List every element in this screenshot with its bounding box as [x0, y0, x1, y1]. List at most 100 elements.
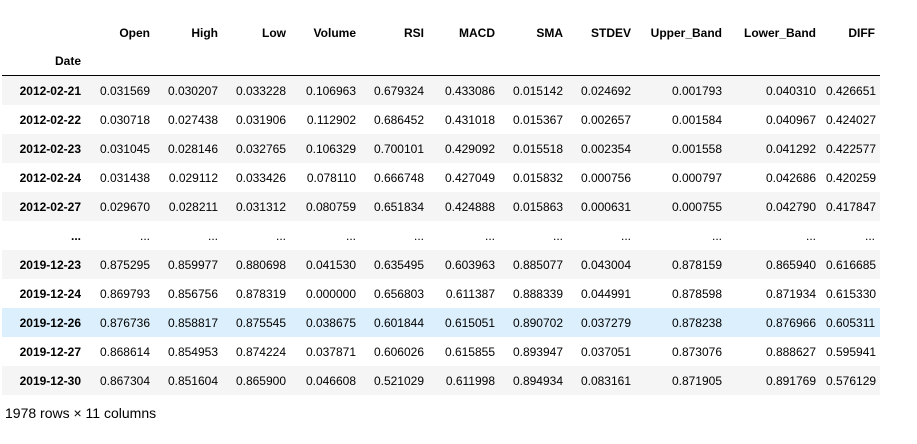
table-cell: 0.042790 — [765, 199, 816, 214]
table-cell: ... — [484, 228, 495, 243]
dataframe-output: Open High Low Volume RSI MACD SMA STDEV … — [2, 18, 880, 421]
column-header: Volume — [313, 25, 356, 40]
table-cell: 0.611998 — [445, 373, 495, 388]
table-row: 2019-12-30 0.867304 0.851604 0.865900 0.0466… — [2, 366, 880, 395]
table-cell: 0.038675 — [305, 315, 356, 330]
table-cell: 0.037051 — [580, 344, 631, 359]
index-name-row: Date — [2, 47, 880, 76]
table-cell: 0.029670 — [99, 199, 150, 214]
row-index-date: 2012-02-21 — [19, 83, 81, 98]
table-cell: 0.033426 — [235, 170, 286, 185]
table-cell: 0.869793 — [99, 286, 150, 301]
table-cell: 0.424027 — [826, 112, 877, 127]
table-cell: 0.112902 — [306, 112, 356, 127]
table-cell: 0.656803 — [373, 286, 424, 301]
column-header-row: Open High Low Volume RSI MACD SMA STDEV … — [2, 18, 880, 47]
table-row: 2019-12-23 0.875295 0.859977 0.880698 0.0415… — [2, 250, 880, 279]
table-cell: 0.893947 — [512, 344, 563, 359]
table-cell: 0.595941 — [826, 344, 877, 359]
table-cell: 0.875295 — [99, 257, 150, 272]
table-cell: 0.878319 — [235, 286, 286, 301]
table-cell: 0.031438 — [99, 170, 150, 185]
table-cell: 0.000631 — [580, 199, 631, 214]
table-cell: 0.867304 — [99, 373, 150, 388]
column-header: MACD — [459, 25, 495, 40]
row-index-date: 2019-12-24 — [19, 286, 81, 301]
table-cell: ... — [805, 228, 816, 243]
table-cell: 0.030207 — [167, 83, 218, 98]
table-cell: 0.029112 — [168, 170, 218, 185]
column-header: SMA — [536, 25, 563, 40]
table-cell: ... — [620, 228, 631, 243]
column-header: Upper_Band — [650, 25, 722, 40]
table-cell: 0.875545 — [235, 315, 286, 330]
table-cell: 0.037871 — [305, 344, 356, 359]
table-cell: ... — [207, 228, 218, 243]
table-cell: 0.878159 — [671, 257, 722, 272]
table-cell: 0.686452 — [373, 112, 424, 127]
table-cell: 0.037279 — [580, 315, 631, 330]
column-header: RSI — [403, 25, 424, 40]
table-cell: 0.106963 — [305, 83, 356, 98]
table-cell: 0.605311 — [826, 315, 876, 330]
table-cell: 0.002657 — [580, 112, 631, 127]
table-cell: 0.894934 — [512, 373, 563, 388]
table-cell: 0.417847 — [826, 199, 877, 214]
table-cell: 0.880698 — [235, 257, 286, 272]
table-cell: 0.078110 — [306, 170, 356, 185]
table-cell: 0.044991 — [580, 286, 631, 301]
table-cell: 0.422577 — [826, 141, 877, 156]
table-cell: 0.420259 — [826, 170, 877, 185]
table-cell: 0.041530 — [305, 257, 356, 272]
table-cell: 0.015142 — [512, 83, 563, 98]
table-cell: 0.046608 — [305, 373, 356, 388]
table-row: 2012-02-24 0.031438 0.029112 0.033426 0.0781… — [2, 163, 880, 192]
table-cell: 0.083161 — [580, 373, 631, 388]
table-cell: 0.666748 — [373, 170, 424, 185]
table-cell: 0.700101 — [373, 141, 424, 156]
table-cell: 0.576129 — [826, 373, 877, 388]
table-cell: ... — [275, 228, 286, 243]
table-cell: 0.876736 — [99, 315, 150, 330]
table-cell: 0.080759 — [305, 199, 356, 214]
table-row: 2019-12-26 0.876736 0.858817 0.875545 0.0386… — [2, 308, 880, 337]
table-cell: 0.033228 — [235, 83, 286, 98]
table-cell: 0.854953 — [167, 344, 218, 359]
table-cell: 0.015863 — [512, 199, 563, 214]
column-header: Low — [262, 25, 286, 40]
table-cell: 0.876966 — [765, 315, 816, 330]
table-cell: 0.651834 — [373, 199, 424, 214]
row-index-date: 2012-02-27 — [19, 199, 81, 214]
table-row: 2012-02-27 0.029670 0.028211 0.031312 0.0807… — [2, 192, 880, 221]
table-cell: 0.041292 — [765, 141, 816, 156]
table-cell: 0.611387 — [445, 286, 495, 301]
table-cell: 0.890702 — [512, 315, 563, 330]
table-cell: 0.874224 — [235, 344, 286, 359]
table-cell: 0.427049 — [444, 170, 495, 185]
column-header: STDEV — [590, 25, 631, 40]
table-cell: 0.865940 — [765, 257, 816, 272]
row-index-date: 2019-12-26 — [19, 315, 81, 330]
table-cell: 0.603963 — [444, 257, 495, 272]
index-name: Date — [2, 47, 86, 76]
table-cell: 0.429092 — [444, 141, 495, 156]
row-index-date: 2019-12-30 — [19, 373, 81, 388]
table-cell: 0.873076 — [671, 344, 722, 359]
table-cell: 0.015832 — [512, 170, 563, 185]
table-cell: 0.028146 — [167, 141, 218, 156]
table-cell: ... — [345, 228, 356, 243]
table-cell: 0.615855 — [444, 344, 495, 359]
table-cell: 0.015518 — [512, 141, 563, 156]
table-row: 2012-02-22 0.030718 0.027438 0.031906 0.1129… — [2, 105, 880, 134]
table-cell: 0.888339 — [512, 286, 563, 301]
row-index-date: 2012-02-24 — [19, 170, 81, 185]
table-cell: 0.002354 — [580, 141, 631, 156]
table-cell: 0.679324 — [373, 83, 424, 98]
table-cell: 0.878238 — [671, 315, 722, 330]
table-cell: 0.031312 — [235, 199, 286, 214]
table-cell: 0.424888 — [444, 199, 495, 214]
table-cell: 0.888627 — [765, 344, 816, 359]
table-cell: ... — [711, 228, 722, 243]
table-cell: 0.868614 — [99, 344, 150, 359]
table-cell: 0.024692 — [580, 83, 631, 98]
